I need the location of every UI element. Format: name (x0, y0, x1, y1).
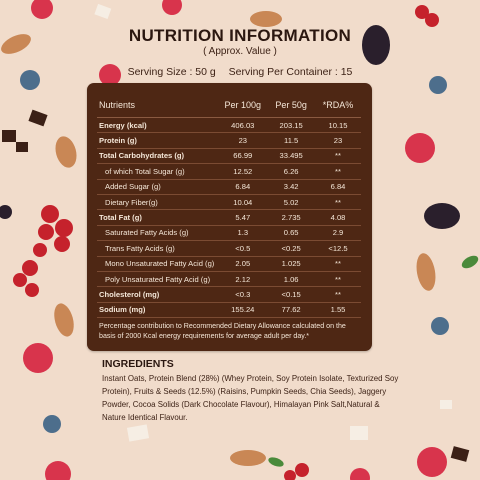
nutrient-label: Cholesterol (mg) (97, 286, 219, 303)
rda-value: ** (315, 271, 361, 288)
rda-value: ** (315, 194, 361, 211)
table-row: Sodium (mg) 155.24 77.62 1.55 (97, 302, 361, 319)
rda-value: ** (315, 148, 361, 165)
nutrient-label: Trans Fatty Acids (g) (97, 240, 219, 257)
rda-value: ** (315, 256, 361, 272)
red-currant-icon (13, 5, 439, 480)
mint-leaf-icon (268, 255, 479, 467)
per-100g-value: 23 (218, 132, 268, 149)
table-row: Added Sugar (g) 6.84 3.42 6.84 (97, 179, 361, 195)
per-100g-value: 6.84 (218, 179, 268, 195)
per-100g-value: 12.52 (218, 163, 268, 180)
per-100g-value: 66.99 (218, 148, 268, 165)
rda-value: <12.5 (315, 240, 361, 257)
nutrient-label: Protein (g) (97, 132, 219, 149)
table-row: Saturated Fatty Acids (g) 1.3 0.65 2.9 (97, 225, 361, 242)
per-50g-value: 0.65 (267, 225, 315, 242)
nutrient-label: Mono Unsaturated Fatty Acid (g) (97, 256, 219, 272)
per-50g-value: <0.25 (267, 240, 315, 257)
rda-value: ** (315, 286, 361, 303)
nutrient-label: Sodium (mg) (97, 302, 219, 319)
rda-footnote: Percentage contribution to Recommended D… (99, 322, 346, 340)
serving-info: Serving Size : 50 g Serving Per Containe… (0, 66, 480, 78)
nutrient-label: Total Fat (g) (97, 209, 219, 226)
per-100g-value: 1.3 (218, 225, 268, 242)
nutrient-label: of which Total Sugar (g) (97, 163, 219, 180)
coconut-flake-icon (94, 3, 452, 442)
blackberry-icon (0, 25, 460, 229)
nutrition-panel: Nutrients Per 100g Per 50g *RDA% Energy … (87, 83, 372, 351)
column-header-nutrients: Nutrients (97, 93, 219, 118)
ingredients-text: Instant Oats, Protein Blend (28%) (Whey … (102, 374, 399, 422)
table-row: of which Total Sugar (g) 12.52 6.26 ** (97, 163, 361, 180)
column-header-per-50g: Per 50g (267, 93, 315, 118)
per-50g-value: 5.02 (267, 194, 315, 211)
rda-value: 1.55 (315, 302, 361, 319)
per-50g-value: 33.495 (267, 148, 315, 165)
nutrient-label: Saturated Fatty Acids (g) (97, 225, 219, 242)
nutrient-label: Energy (kcal) (97, 117, 219, 134)
per-50g-value: <0.15 (267, 286, 315, 303)
nutrient-label: Added Sugar (g) (97, 179, 219, 195)
per-100g-value: 2.05 (218, 256, 268, 272)
per-50g-value: 3.42 (267, 179, 315, 195)
per-50g-value: 11.5 (267, 132, 315, 149)
per-50g-value: 6.26 (267, 163, 315, 180)
table-row: Dietary Fiber(g) 10.04 5.02 ** (97, 194, 361, 211)
per-100g-value: 10.04 (218, 194, 268, 211)
table-row: Poly Unsaturated Fatty Acid (g) 2.12 1.0… (97, 271, 361, 288)
page-subtitle: ( Approx. Value ) (203, 46, 277, 57)
blueberry-icon (20, 70, 449, 433)
table-row: Energy (kcal) 406.03 203.15 10.15 (97, 117, 361, 134)
column-header-per-100g: Per 100g (218, 93, 268, 118)
rda-value: 4.08 (315, 209, 361, 226)
almond-icon (1, 11, 436, 466)
nutrition-table: Nutrients Per 100g Per 50g *RDA% Energy … (97, 93, 361, 319)
table-row: Total Carbohydrates (g) 66.99 33.495 ** (97, 148, 361, 165)
raspberry-icon (23, 0, 447, 480)
table-header-row: Nutrients Per 100g Per 50g *RDA% (97, 93, 361, 118)
table-row: Trans Fatty Acids (g) <0.5 <0.25 <12.5 (97, 240, 361, 257)
table-row: Cholesterol (mg) <0.3 <0.15 ** (97, 286, 361, 303)
column-header-rda: *RDA% (315, 93, 361, 118)
table-row: Mono Unsaturated Fatty Acid (g) 2.05 1.0… (97, 256, 361, 272)
per-50g-value: 1.025 (267, 256, 315, 272)
per-100g-value: 5.47 (218, 209, 268, 226)
per-100g-value: 2.12 (218, 271, 268, 288)
page-title: NUTRITION INFORMATION (128, 26, 352, 45)
rda-value: 10.15 (315, 117, 361, 134)
serving-per-container: Serving Per Container : 15 (228, 66, 353, 78)
per-100g-value: <0.5 (218, 240, 268, 257)
nutrient-label: Poly Unsaturated Fatty Acid (g) (97, 271, 219, 288)
rda-value: 2.9 (315, 225, 361, 242)
nutrient-label: Total Carbohydrates (g) (97, 148, 219, 165)
per-50g-value: 77.62 (267, 302, 315, 319)
per-50g-value: 203.15 (267, 117, 315, 134)
nutrient-label: Dietary Fiber(g) (97, 194, 219, 211)
per-100g-value: 155.24 (218, 302, 268, 319)
per-100g-value: <0.3 (218, 286, 268, 303)
dark-chocolate-piece-icon (2, 109, 470, 462)
serving-size: Serving Size : 50 g (127, 66, 216, 78)
ingredients-title: INGREDIENTS (102, 358, 174, 370)
table-row: Total Fat (g) 5.47 2.735 4.08 (97, 209, 361, 226)
rda-value: ** (315, 163, 361, 180)
per-50g-value: 2.735 (267, 209, 315, 226)
table-row: Protein (g) 23 11.5 23 (97, 132, 361, 149)
per-100g-value: 406.03 (218, 117, 268, 134)
rda-value: 6.84 (315, 179, 361, 195)
per-50g-value: 1.06 (267, 271, 315, 288)
rda-value: 23 (315, 132, 361, 149)
